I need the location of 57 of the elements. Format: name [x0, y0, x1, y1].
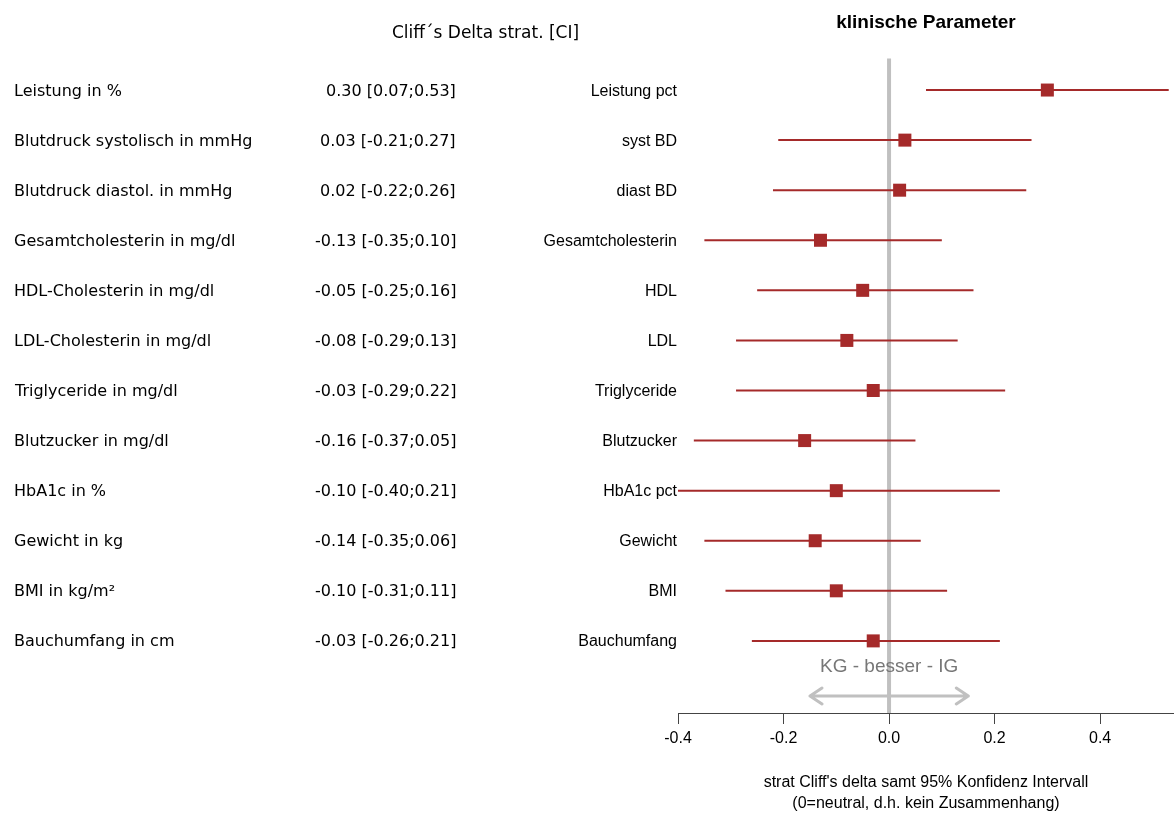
data-label: -0.13 [-0.35;0.10]: [315, 231, 457, 250]
data-label: 0.30 [0.07;0.53]: [326, 81, 456, 100]
x-tick-label: 0.4: [1089, 729, 1112, 747]
data-label: -0.08 [-0.29;0.13]: [315, 331, 457, 350]
y-tick-label: syst BD: [621, 131, 677, 149]
x-tick-label: -0.2: [769, 729, 798, 747]
y-tick-label: Leistung pct: [590, 81, 678, 99]
y2-tick-label: Bauchumfang in cm: [14, 631, 175, 650]
annotation: KG - besser - IG: [820, 655, 959, 676]
data-label: -0.10 [-0.31;0.11]: [315, 581, 457, 600]
y2-tick-label: BMI in kg/m²: [14, 581, 116, 600]
point: [829, 484, 843, 498]
point: [829, 584, 843, 598]
x-axis-title: strat Cliff's delta samt 95% Konfidenz Intervall (0=neutral, d.h. kein Zusammenhang): [763, 772, 1089, 811]
y2-tick-label: HbA1c in %: [14, 481, 107, 500]
y-tick-label: Gewicht: [619, 532, 678, 550]
x-tick-label: 0.2: [983, 729, 1006, 747]
data-label: -0.16 [-0.37;0.05]: [315, 431, 457, 450]
data-label: -0.10 [-0.40;0.21]: [315, 481, 457, 500]
y-tick-label: Bauchumfang: [578, 632, 677, 650]
y-tick-label: Gesamtcholesterin: [543, 231, 677, 249]
data-label: 0.03 [-0.21;0.27]: [320, 131, 456, 150]
point: [898, 133, 912, 147]
y-tick-label: LDL: [647, 332, 678, 350]
x-tick-label: -0.4: [664, 729, 692, 747]
point: [866, 634, 880, 648]
y2-tick-label: Blutdruck diastol. in mmHg: [14, 181, 233, 200]
data-label: -0.05 [-0.25;0.16]: [315, 281, 457, 300]
y2-tick-label: HDL-Cholesterin in mg/dl: [14, 281, 215, 300]
data-label: -0.03 [-0.29;0.22]: [315, 381, 457, 400]
point: [808, 534, 822, 548]
point: [813, 233, 827, 247]
y-tick-label: Triglyceride: [594, 382, 678, 400]
point: [840, 333, 854, 347]
point: [798, 434, 812, 448]
x-tick-label: 0.0: [877, 729, 901, 747]
y-tick-label: HbA1c pct: [603, 482, 678, 500]
point: [1040, 83, 1054, 97]
text: Cliff´s Delta strat. [CI]: [392, 22, 580, 42]
y-tick-label: BMI: [648, 582, 677, 600]
point: [893, 183, 907, 197]
y2-tick-label: Gesamtcholesterin in mg/dl: [14, 231, 236, 250]
y2-tick-label: LDL-Cholesterin in mg/dl: [14, 331, 212, 350]
y2-tick-label: Triglyceride in mg/dl: [14, 381, 178, 400]
data-label: -0.14 [-0.35;0.06]: [315, 531, 457, 550]
y2-tick-label: Blutzucker in mg/dl: [14, 431, 169, 450]
data-label: -0.03 [-0.26;0.21]: [315, 631, 457, 650]
data-label: 0.02 [-0.22;0.26]: [320, 181, 456, 200]
point: [856, 283, 870, 297]
y-tick-label: HDL: [644, 281, 678, 299]
chart-title: klinische Parameter: [836, 10, 1017, 32]
y-tick-label: diast BD: [616, 181, 677, 199]
y2-tick-label: Leistung in %: [14, 81, 122, 100]
y-tick-label: Blutzucker: [602, 432, 678, 450]
y2-tick-label: Blutdruck systolisch in mmHg: [14, 131, 253, 150]
point: [866, 384, 880, 397]
y2-tick-label: Gewicht in kg: [14, 531, 124, 550]
